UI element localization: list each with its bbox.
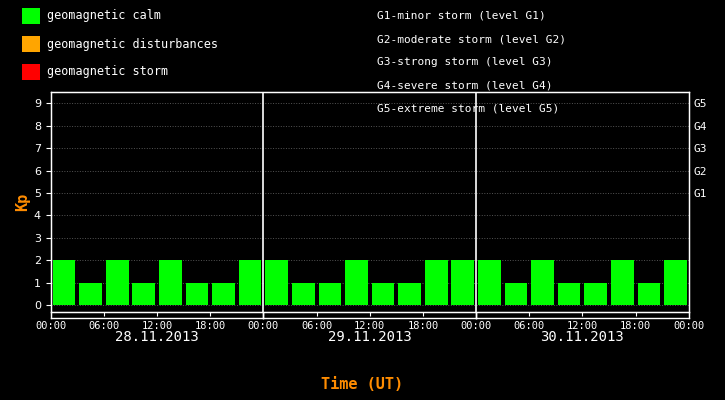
- Text: geomagnetic disturbances: geomagnetic disturbances: [47, 38, 218, 50]
- Bar: [637, 283, 660, 305]
- Bar: [664, 260, 687, 305]
- Bar: [239, 260, 262, 305]
- Bar: [505, 283, 527, 305]
- Text: 30.11.2013: 30.11.2013: [541, 330, 624, 344]
- Bar: [265, 260, 288, 305]
- Bar: [372, 283, 394, 305]
- Bar: [186, 283, 208, 305]
- Bar: [558, 283, 581, 305]
- Bar: [531, 260, 554, 305]
- Bar: [79, 283, 102, 305]
- Text: G2-moderate storm (level G2): G2-moderate storm (level G2): [377, 34, 566, 44]
- Text: G4-severe storm (level G4): G4-severe storm (level G4): [377, 81, 552, 91]
- Bar: [584, 283, 607, 305]
- Text: 28.11.2013: 28.11.2013: [115, 330, 199, 344]
- Text: G3-strong storm (level G3): G3-strong storm (level G3): [377, 58, 552, 68]
- Bar: [452, 260, 474, 305]
- Text: 29.11.2013: 29.11.2013: [328, 330, 412, 344]
- Bar: [478, 260, 501, 305]
- Bar: [425, 260, 447, 305]
- Bar: [611, 260, 634, 305]
- Bar: [159, 260, 182, 305]
- Text: Time (UT): Time (UT): [321, 377, 404, 392]
- Text: G5-extreme storm (level G5): G5-extreme storm (level G5): [377, 104, 559, 114]
- Text: geomagnetic storm: geomagnetic storm: [47, 66, 168, 78]
- Text: geomagnetic calm: geomagnetic calm: [47, 10, 161, 22]
- Bar: [53, 260, 75, 305]
- Bar: [345, 260, 368, 305]
- Bar: [212, 283, 235, 305]
- Bar: [398, 283, 421, 305]
- Bar: [292, 283, 315, 305]
- Bar: [318, 283, 341, 305]
- Bar: [133, 283, 155, 305]
- Y-axis label: Kp: Kp: [14, 193, 30, 211]
- Bar: [106, 260, 128, 305]
- Text: G1-minor storm (level G1): G1-minor storm (level G1): [377, 11, 546, 21]
